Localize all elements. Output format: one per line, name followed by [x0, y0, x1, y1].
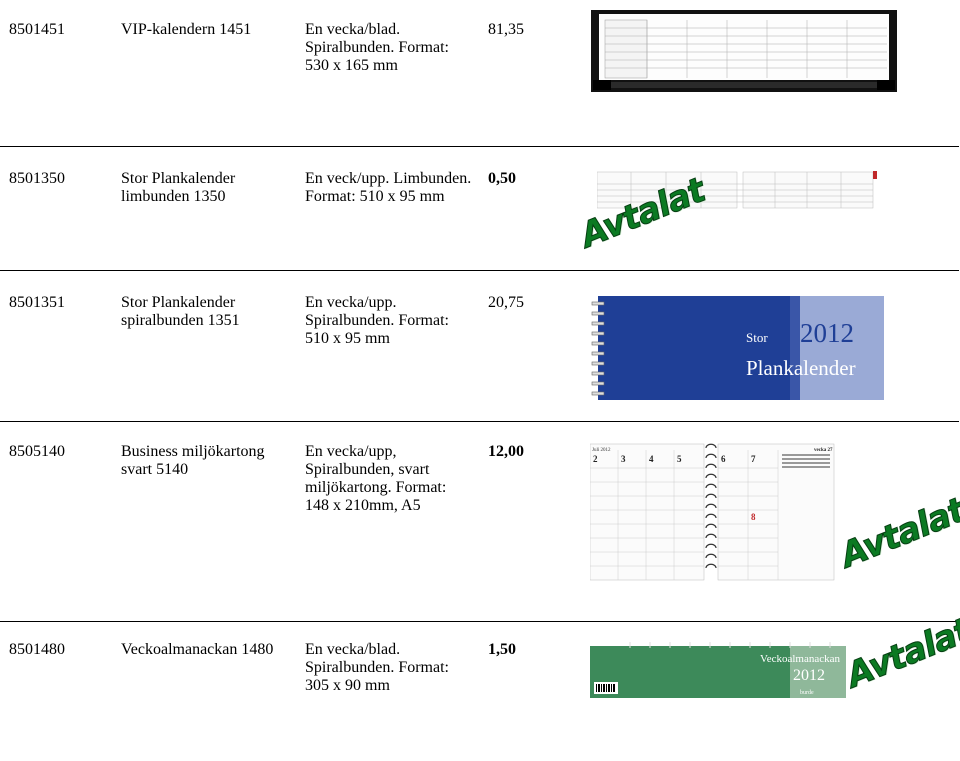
product-code: 8501480 [9, 641, 65, 658]
veckoalmanackan-cover-image: Veckoalmanackan 2012 burde [590, 642, 846, 698]
cover-year: 2012 [800, 318, 854, 348]
cover-small-title: Stor [746, 330, 768, 345]
planner-spread-image [597, 169, 887, 211]
product-description-line1: En veck/upp. Limbunden. [305, 170, 472, 187]
cover-brand: burde [800, 690, 814, 696]
cover-year: 2012 [793, 667, 825, 684]
table-row: 8501351 Stor Plankalender spiralbunden 1… [0, 271, 959, 421]
product-code: 8505140 [9, 443, 65, 460]
table-row: 8505140 Business miljökartong svart 5140… [0, 422, 960, 621]
product-name: Stor Plankalender limbunden 1350 [121, 170, 236, 205]
product-code: 8501350 [9, 170, 65, 187]
product-name: VIP-kalendern 1451 [121, 21, 252, 38]
product-price: 0,50 [488, 170, 516, 187]
page-week: vecka 27 [814, 448, 833, 453]
product-name: Stor Plankalender spiralbunden 1351 [121, 294, 240, 329]
svg-text:7: 7 [751, 454, 756, 464]
cover-title: Plankalender [746, 356, 856, 380]
product-price: 20,75 [488, 294, 524, 311]
product-name: Business miljökartong svart 5140 [121, 443, 265, 478]
agreement-stamp: Avtalat [835, 490, 960, 577]
plankalender-cover-image: Stor Plankalender 2012 [591, 296, 884, 400]
page-month: Juli 2012 [592, 448, 611, 453]
product-name: Veckoalmanackan 1480 [121, 641, 274, 658]
agreement-stamp: Avtalat [841, 610, 960, 697]
product-code: 8501451 [9, 21, 65, 38]
cover-title: Veckoalmanackan [760, 653, 841, 665]
product-description: En vecka/upp. Spiralbunden. Format: 510 … [305, 294, 449, 347]
svg-text:8: 8 [751, 512, 756, 522]
svg-text:6: 6 [721, 454, 726, 464]
product-price: 12,00 [488, 443, 524, 460]
weekly-planner-pages-image: Juli 2012 2 3 4 5 6 7 8 vecka 27 [590, 442, 836, 582]
product-code: 8501351 [9, 294, 65, 311]
product-price: 81,35 [488, 21, 524, 38]
svg-text:3: 3 [621, 454, 626, 464]
product-price: 1,50 [488, 641, 516, 658]
product-description: En vecka/blad. Spiralbunden. Format: 305… [305, 641, 449, 694]
table-row: 8501350 Stor Plankalender limbunden 1350… [0, 147, 959, 270]
svg-text:5: 5 [677, 454, 682, 464]
vip-calendar-image [591, 10, 897, 92]
table-row: 8501480 Veckoalmanackan 1480 En vecka/bl… [0, 610, 960, 761]
svg-text:2: 2 [593, 454, 598, 464]
table-row: 8501451 VIP-kalendern 1451 En vecka/blad… [0, 0, 959, 146]
product-description: En vecka/blad. Spiralbunden. Format: 530… [305, 21, 449, 74]
product-description-line2: Format: 510 x 95 mm [305, 188, 445, 205]
product-description: En vecka/upp, Spiralbunden, svart miljök… [305, 443, 447, 514]
svg-text:4: 4 [649, 454, 654, 464]
